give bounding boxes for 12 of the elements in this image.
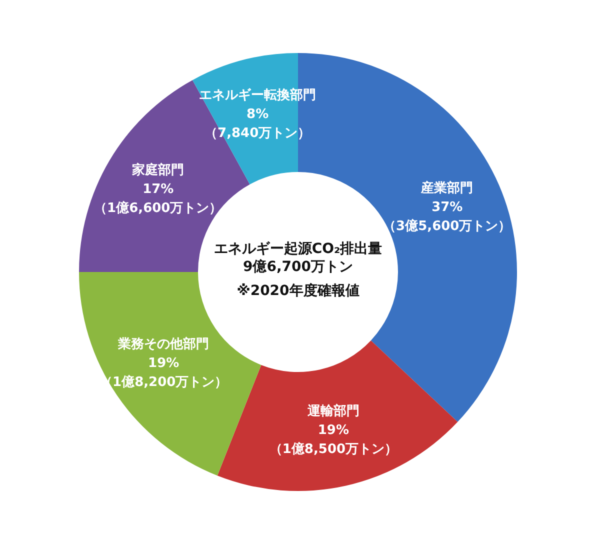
data-label: 8% （7,840万トン）	[204, 107, 311, 142]
slice-label: エネルギー転換部門	[199, 87, 316, 104]
data-label: 19% （1億8,500万トン）	[269, 423, 398, 458]
slice-label: 家庭部門	[131, 162, 184, 178]
data-label: 17% （1億6,600万トン）	[94, 182, 222, 216]
text: ※2020年度確報値	[236, 282, 360, 299]
slice-label: 業務その他部門	[117, 336, 210, 352]
slice-label: 産業部門	[420, 180, 474, 196]
text: エネルギー起源CO₂排出量	[214, 241, 382, 257]
text: 9億6,700万トン	[242, 258, 354, 275]
data-label: 37% （3億5,600万トン）	[383, 200, 512, 234]
slice-label: 運輸部門	[306, 403, 360, 420]
